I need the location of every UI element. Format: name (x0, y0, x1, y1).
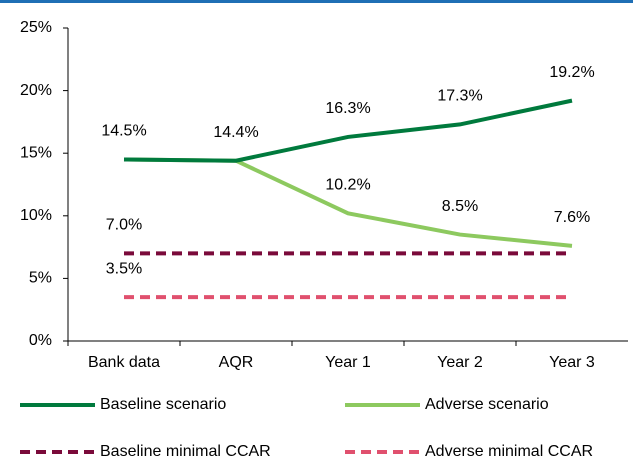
data-label: 17.3% (437, 88, 482, 105)
y-tick-label: 15% (20, 144, 52, 161)
x-tick-label: Year 2 (437, 354, 483, 371)
data-label: 7.0% (106, 217, 142, 234)
y-tick-label: 25% (20, 19, 52, 36)
x-tick-label: Year 3 (549, 354, 595, 371)
x-tick-label: AQR (219, 354, 254, 371)
y-tick-label: 0% (29, 332, 52, 349)
series-line (123, 157, 573, 248)
x-tick-label: Year 1 (325, 354, 371, 371)
data-label: 14.4% (213, 124, 258, 141)
series-line (123, 98, 573, 163)
y-tick-label: 10% (20, 207, 52, 224)
legend-label: Baseline scenario (100, 396, 226, 413)
data-label: 8.5% (442, 198, 478, 215)
data-label: 10.2% (325, 177, 370, 194)
data-label: 19.2% (549, 64, 594, 81)
data-label: 7.6% (554, 209, 590, 226)
data-label: 14.5% (101, 123, 146, 140)
legend-label: Adverse scenario (425, 396, 549, 413)
legend-label: Baseline minimal CCAR (100, 443, 271, 460)
y-tick-label: 5% (29, 270, 52, 287)
data-label: 16.3% (325, 100, 370, 117)
legend-label: Adverse minimal CCAR (425, 443, 593, 460)
y-tick-label: 20% (20, 82, 52, 99)
top-border (0, 0, 633, 3)
x-tick-label: Bank data (88, 354, 160, 371)
data-label: 3.5% (106, 260, 142, 277)
